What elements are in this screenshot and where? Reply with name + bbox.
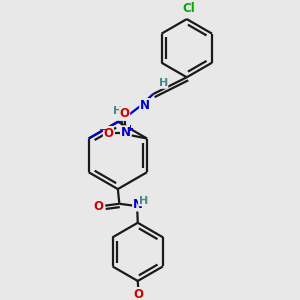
Text: H: H	[158, 78, 168, 88]
Text: N: N	[121, 126, 130, 139]
Text: +: +	[126, 124, 134, 133]
Text: O: O	[94, 200, 103, 213]
Text: N: N	[140, 99, 150, 112]
Text: O: O	[103, 127, 113, 140]
Text: O: O	[120, 107, 130, 120]
Text: N: N	[119, 107, 129, 120]
Text: N: N	[133, 198, 143, 211]
Text: O: O	[134, 288, 143, 300]
Text: Cl: Cl	[182, 2, 195, 15]
Text: −: −	[99, 124, 107, 134]
Text: H: H	[112, 106, 122, 116]
Text: H: H	[139, 196, 148, 206]
